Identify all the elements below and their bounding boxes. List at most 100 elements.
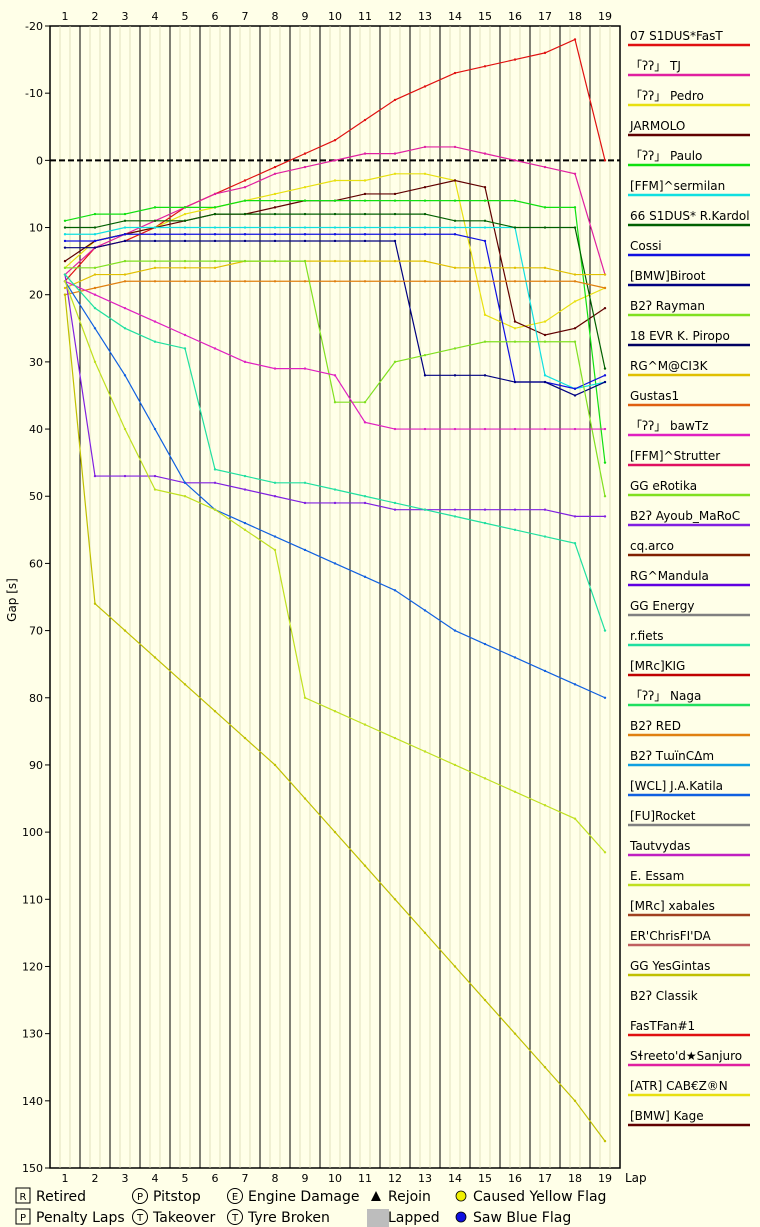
flag-dot-icon xyxy=(455,1211,467,1223)
y-tick-label: 130 xyxy=(22,1028,43,1041)
series-bmw-biroot xyxy=(63,239,607,397)
data-point xyxy=(543,280,547,283)
key-item: Saw Blue Flag xyxy=(455,1210,571,1226)
data-point xyxy=(153,219,157,223)
data-point xyxy=(123,226,127,229)
data-point xyxy=(213,226,217,229)
data-point xyxy=(513,226,517,229)
x-tick-label-top: 16 xyxy=(508,10,522,23)
key-symbol: E xyxy=(232,1192,238,1203)
legend-entry: 「ʔʔ」 bawTz xyxy=(628,419,750,437)
data-point xyxy=(513,320,517,323)
data-point xyxy=(393,501,397,505)
data-point xyxy=(333,830,337,834)
data-point xyxy=(423,145,427,149)
data-point xyxy=(393,508,397,511)
data-point xyxy=(423,750,427,753)
data-point xyxy=(303,696,307,699)
data-point xyxy=(243,528,247,532)
legend-label: GG YesGintas xyxy=(630,959,710,973)
x-tick-label-top: 8 xyxy=(272,10,279,23)
legend-label: B2ʔ Rayman xyxy=(630,299,705,313)
data-point xyxy=(333,179,337,182)
data-point xyxy=(423,259,427,263)
data-point xyxy=(423,186,427,189)
legend-entry: [WCL] J.A.Katila xyxy=(628,779,750,797)
data-point xyxy=(483,313,487,317)
legend-label: 18 EVR K. Piropo xyxy=(630,329,730,343)
data-point xyxy=(513,327,517,330)
data-point xyxy=(363,233,367,236)
data-point xyxy=(273,495,277,498)
data-point xyxy=(93,246,97,249)
key-item: Rejoin xyxy=(371,1189,431,1205)
data-point xyxy=(603,367,607,370)
legend-entry: E. Essam xyxy=(628,869,750,887)
legend-label: B2ʔ Ayoub_MaRoC xyxy=(630,509,740,523)
data-point xyxy=(213,212,217,216)
data-point xyxy=(183,481,187,484)
x-tick-label-bottom: 2 xyxy=(92,1172,99,1185)
x-tick-label-top: 10 xyxy=(328,10,342,23)
data-point xyxy=(183,333,187,337)
data-point xyxy=(243,360,247,364)
data-point xyxy=(573,1099,577,1103)
data-point xyxy=(243,736,247,740)
key-item: R Retired xyxy=(15,1187,86,1205)
data-point xyxy=(453,629,457,632)
legend-label: GG eRotika xyxy=(630,479,697,493)
data-point xyxy=(513,58,517,61)
legend-entry: FasTFan#1 xyxy=(628,1019,750,1037)
data-point xyxy=(333,710,337,713)
legend-label: B2ʔ Classik xyxy=(630,989,698,1003)
data-point xyxy=(363,152,367,155)
axis-layer: -20-100102030405060708090100110120130140… xyxy=(22,10,612,1185)
data-point xyxy=(303,152,307,155)
data-point xyxy=(483,998,487,1002)
x-tick-label-top: 18 xyxy=(568,10,582,23)
data-point xyxy=(573,683,577,686)
key-symbol: T xyxy=(231,1213,239,1224)
x-tick-label-bottom: 15 xyxy=(478,1172,492,1185)
data-point xyxy=(423,931,427,935)
x-tick-label-bottom: 4 xyxy=(152,1172,159,1185)
data-point xyxy=(573,327,577,330)
y-axis-label: Gap [s] xyxy=(5,578,19,622)
legend-label: [BMW]Biroot xyxy=(630,269,706,283)
x-tick-label-bottom: 13 xyxy=(418,1172,432,1185)
data-point xyxy=(543,333,547,337)
data-point xyxy=(483,642,487,646)
data-point xyxy=(153,656,157,659)
x-tick-label-top: 5 xyxy=(182,10,189,23)
y-tick-label: 120 xyxy=(22,960,43,973)
data-point xyxy=(393,192,397,196)
data-point xyxy=(363,864,367,867)
x-tick-label-top: 6 xyxy=(212,10,219,23)
data-point xyxy=(63,293,67,296)
data-point xyxy=(513,656,517,659)
data-point xyxy=(453,179,457,182)
data-point xyxy=(603,696,607,699)
data-point xyxy=(93,233,97,236)
data-point xyxy=(213,508,217,511)
data-point xyxy=(273,763,277,767)
data-point xyxy=(63,280,67,283)
legend-label: r.fiets xyxy=(630,629,664,643)
legend-label: RG^Mandula xyxy=(630,569,709,583)
legend-label: GG Energy xyxy=(630,599,694,613)
data-point xyxy=(363,226,367,229)
y-tick-label: 110 xyxy=(22,893,43,906)
grid-layer xyxy=(49,25,621,1169)
legend-entry: Cossi xyxy=(628,239,750,257)
data-point xyxy=(93,293,97,296)
data-point xyxy=(333,226,337,229)
data-point xyxy=(543,206,547,209)
data-point xyxy=(333,212,337,216)
x-tick-label-top: 19 xyxy=(598,10,612,23)
data-point xyxy=(243,239,247,243)
series-bawtz xyxy=(63,280,607,431)
data-point xyxy=(213,481,217,484)
x-tick-label-top: 14 xyxy=(448,10,462,23)
legend-entry: Gustas1 xyxy=(628,389,750,407)
data-point xyxy=(453,374,457,377)
